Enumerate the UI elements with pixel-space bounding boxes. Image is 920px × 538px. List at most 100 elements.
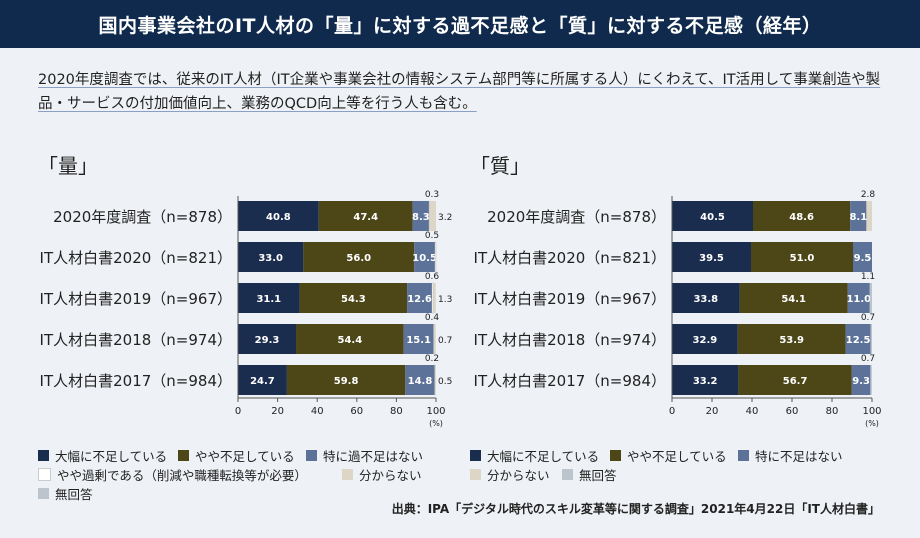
small-value-label: 0.5 xyxy=(438,377,452,387)
x-tick-label: 60 xyxy=(786,406,799,417)
bar-value-label: 51.0 xyxy=(790,253,815,264)
source-note: 出典：IPA「デジタル時代のスキル変革等に関する調査」2021年4月22日「IT… xyxy=(391,502,880,516)
legend-swatch xyxy=(38,488,49,499)
legend-label: 特に不足はない xyxy=(755,449,843,464)
bar-segment xyxy=(433,323,435,355)
bar-segment xyxy=(431,282,434,314)
x-tick-label: 80 xyxy=(826,406,839,417)
x-tick-label: 60 xyxy=(350,406,363,417)
bar-segment xyxy=(238,365,287,395)
small-value-label: 1.1 xyxy=(861,272,875,282)
bar-segment xyxy=(739,283,848,313)
bar-value-label: 53.9 xyxy=(779,335,804,346)
bar-segment xyxy=(286,365,406,395)
x-tick-label: 100 xyxy=(426,406,445,417)
survey-note-text: 2020年度調査では、従来のIT人材（IT企業や事業会社の情報システム部門等に所… xyxy=(38,72,881,112)
legend-label: 特に過不足はない xyxy=(323,449,424,464)
legend-swatch xyxy=(178,450,189,461)
legend-item: やや過剰である（削減や職種転換等が必要） xyxy=(38,465,307,484)
bar-value-label: 11.0 xyxy=(846,294,871,305)
bar-value-label: 54.1 xyxy=(781,294,806,305)
legend-label: やや不足している xyxy=(627,449,727,464)
legend-item: やや不足している xyxy=(178,446,295,465)
bar-value-label: 14.8 xyxy=(408,376,433,387)
x-tick-label: 40 xyxy=(311,406,324,417)
legend-item: 分からない xyxy=(342,465,422,484)
bar-value-label: 33.8 xyxy=(693,294,718,305)
legend-label: 分からない xyxy=(359,468,422,483)
bar-value-label: 8.1 xyxy=(849,212,867,223)
bar-segment xyxy=(850,201,867,231)
bar-segment xyxy=(303,242,415,272)
x-unit-label: (%) xyxy=(865,419,879,428)
bar-segment xyxy=(851,365,871,395)
legend-item: 大幅に不足している xyxy=(470,446,599,465)
small-value-label: 0.7 xyxy=(438,336,452,346)
bar-value-label: 12.5 xyxy=(846,335,871,346)
legend-swatch xyxy=(470,450,481,461)
legend-swatch xyxy=(306,450,317,461)
small-value-label: 1.3 xyxy=(438,295,452,305)
legend-swatch xyxy=(38,468,51,481)
small-value-label: 0.2 xyxy=(425,354,439,364)
quantity-chart: 2020年度調査（n=878） 40.8 47.4 8.3 0.3 3.2 IT人材白書20… xyxy=(40,190,453,428)
bar-segment xyxy=(737,324,846,354)
bar-value-label: 54.4 xyxy=(338,335,363,346)
bar-segment xyxy=(672,283,740,313)
small-value-label: 0.5 xyxy=(425,231,439,241)
bar-segment xyxy=(870,324,872,354)
bar-value-label: 9.3 xyxy=(852,376,870,387)
quality-chart: 2020年度調査（n=878） 40.5 48.6 8.1 2.8 IT人材白書2020（… xyxy=(474,190,882,428)
bar-segment xyxy=(412,201,430,231)
legend-item: 特に過不足はない xyxy=(306,446,423,465)
x-unit-label: (%) xyxy=(429,419,443,428)
legend-label: 分からない xyxy=(487,468,550,483)
legend-swatch xyxy=(470,469,481,480)
bar-segment xyxy=(407,283,433,313)
legend-item: やや不足している xyxy=(610,446,727,465)
bar-segment xyxy=(405,365,435,395)
small-value-label: 0.6 xyxy=(425,272,440,282)
legend-label: やや過剰である（削減や職種転換等が必要） xyxy=(57,468,307,483)
chart-title-quality: 「質」 xyxy=(470,154,530,178)
bar-segment xyxy=(428,200,430,232)
legend-swatch xyxy=(562,469,573,480)
bar-value-label: 40.5 xyxy=(700,212,725,223)
bar-value-label: 8.3 xyxy=(412,212,430,223)
category-label: IT人材白書2020（n=821） xyxy=(40,249,232,267)
bar-value-label: 9.5 xyxy=(854,253,872,264)
bar-segment xyxy=(435,365,436,395)
legend-swatch xyxy=(738,450,749,461)
legend-item: 無回答 xyxy=(562,465,617,484)
x-tick-label: 20 xyxy=(706,406,719,417)
bar-value-label: 47.4 xyxy=(353,212,378,223)
bar-value-label: 12.6 xyxy=(407,294,432,305)
bar-segment xyxy=(403,324,434,354)
legend-label: 大幅に不足している xyxy=(487,449,600,464)
legend-item: 分からない xyxy=(470,465,550,484)
survey-note: 2020年度調査では、従来のIT人材（IT企業や事業会社の情報システム部門等に所… xyxy=(38,68,888,116)
bar-segment xyxy=(672,324,738,354)
bar-segment xyxy=(847,283,870,313)
bar-segment xyxy=(738,365,852,395)
bar-value-label: 15.1 xyxy=(406,335,431,346)
bar-value-label: 33.0 xyxy=(258,253,283,264)
category-label: IT人材白書2020（n=821） xyxy=(474,249,666,267)
x-tick-label: 0 xyxy=(235,406,241,417)
legend-label: 大幅に不足している xyxy=(55,449,168,464)
legend-item: 無回答 xyxy=(38,484,93,503)
bar-segment xyxy=(751,242,853,272)
bar-segment xyxy=(870,365,872,395)
small-value-label: 0.4 xyxy=(425,313,440,323)
bar-segment xyxy=(845,324,871,354)
bar-segment xyxy=(296,324,404,354)
bar-value-label: 32.9 xyxy=(693,335,718,346)
bar-segment xyxy=(434,324,436,354)
bar-value-label: 56.7 xyxy=(783,376,808,387)
bar-segment xyxy=(238,201,319,231)
bar-segment xyxy=(869,283,872,313)
legend-label: 無回答 xyxy=(55,487,93,502)
category-label: 2020年度調査（n=878） xyxy=(487,208,666,226)
bar-segment xyxy=(753,201,851,231)
